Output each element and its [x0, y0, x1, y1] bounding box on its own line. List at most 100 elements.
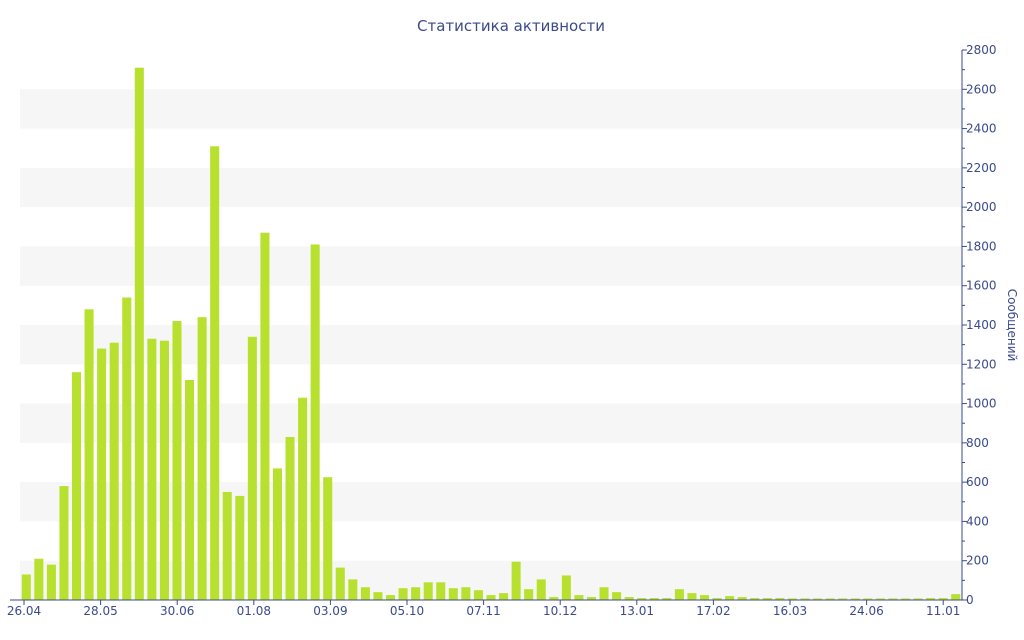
- bar: [712, 598, 722, 600]
- bar: [247, 336, 257, 600]
- bar: [624, 597, 634, 600]
- bar: [938, 598, 948, 600]
- y-tick-label: 1200: [966, 357, 997, 371]
- bar: [951, 594, 961, 600]
- bar: [888, 598, 898, 600]
- y-tick-label: 0: [966, 593, 974, 607]
- y-tick-label: 400: [966, 514, 989, 528]
- y-tick-label: 1600: [966, 279, 997, 293]
- x-tick-label: 17.02: [696, 604, 730, 618]
- bar: [222, 491, 232, 600]
- bar: [863, 598, 873, 600]
- bar: [260, 232, 270, 600]
- bar: [71, 372, 82, 600]
- x-tick-label: 10.12: [543, 604, 577, 618]
- y-tick-label: 2800: [966, 43, 997, 57]
- bar: [210, 146, 220, 600]
- bar: [775, 598, 785, 600]
- chart-title: Статистика активности: [417, 17, 605, 35]
- x-tick-label: 07.11: [466, 604, 500, 618]
- bar: [398, 588, 408, 600]
- bar: [486, 595, 496, 600]
- bar: [586, 597, 597, 600]
- x-tick-label: 01.08: [237, 604, 271, 618]
- y-tick-label: 1800: [966, 239, 997, 253]
- bar: [411, 587, 421, 600]
- bar: [172, 321, 182, 600]
- y-tick-label: 1400: [966, 318, 997, 332]
- y-tick-label: 1000: [966, 397, 997, 411]
- bar: [838, 598, 848, 600]
- bar: [298, 397, 308, 600]
- bar: [448, 588, 458, 600]
- bar: [599, 587, 609, 600]
- grid-band: [20, 89, 962, 129]
- grid-bands: [20, 89, 962, 600]
- bar: [787, 598, 797, 600]
- x-tick-label: 13.01: [620, 604, 654, 618]
- grid-band: [20, 167, 962, 208]
- bar: [423, 582, 433, 600]
- bar: [737, 597, 747, 600]
- bar: [373, 592, 383, 600]
- bar: [699, 595, 710, 600]
- bar: [687, 593, 697, 600]
- bar: [825, 598, 835, 600]
- bar: [134, 67, 144, 600]
- bar: [436, 582, 446, 600]
- bar: [335, 567, 345, 600]
- bar: [813, 598, 823, 600]
- bar: [612, 592, 622, 600]
- bar: [574, 595, 584, 600]
- bar: [750, 598, 760, 600]
- bar: [159, 340, 169, 600]
- bar: [21, 574, 31, 600]
- x-tick-label: 24.06: [849, 604, 883, 618]
- bar: [662, 598, 672, 600]
- bar: [235, 495, 245, 600]
- y-tick-label: 2000: [966, 200, 997, 214]
- bar: [913, 598, 923, 600]
- grid-band: [20, 246, 962, 286]
- y-axis-label: Сообщений: [1005, 289, 1019, 362]
- bar: [800, 598, 810, 600]
- bar: [310, 244, 320, 600]
- bar: [900, 598, 911, 600]
- bar: [272, 468, 283, 600]
- y-tick-label: 800: [966, 436, 989, 450]
- bar: [524, 589, 534, 600]
- bars-group: [21, 67, 961, 600]
- bar: [461, 587, 471, 600]
- bar: [323, 477, 333, 600]
- y-tick-label: 2200: [966, 161, 997, 175]
- bar: [84, 309, 94, 600]
- bar: [197, 317, 207, 600]
- bar: [637, 598, 647, 600]
- bar: [147, 338, 157, 600]
- bar: [59, 486, 69, 600]
- x-tick-label: 11.01: [926, 604, 960, 618]
- x-tick-label: 03.09: [313, 604, 347, 618]
- bar: [348, 579, 358, 600]
- bar: [499, 593, 509, 600]
- bar: [536, 579, 546, 600]
- bar: [385, 595, 396, 600]
- bar: [360, 587, 370, 600]
- x-tick-label: 30.06: [160, 604, 194, 618]
- bar: [46, 564, 56, 600]
- x-tick-label: 16.03: [773, 604, 807, 618]
- x-tick-label: 05.10: [390, 604, 424, 618]
- bar: [725, 596, 735, 600]
- x-tick-label: 28.05: [83, 604, 117, 618]
- bar: [549, 597, 559, 600]
- bar: [850, 598, 860, 600]
- bar: [511, 561, 521, 600]
- y-tick-label: 2600: [966, 82, 997, 96]
- x-tick-label: 26.04: [7, 604, 41, 618]
- y-tick-label: 2400: [966, 122, 997, 136]
- axes-group: 0 200 400 600 800 1000 1200 1400 1600 1800 2000 220…: [7, 43, 997, 618]
- bar: [185, 380, 195, 600]
- bar: [762, 598, 772, 600]
- bar: [109, 342, 119, 600]
